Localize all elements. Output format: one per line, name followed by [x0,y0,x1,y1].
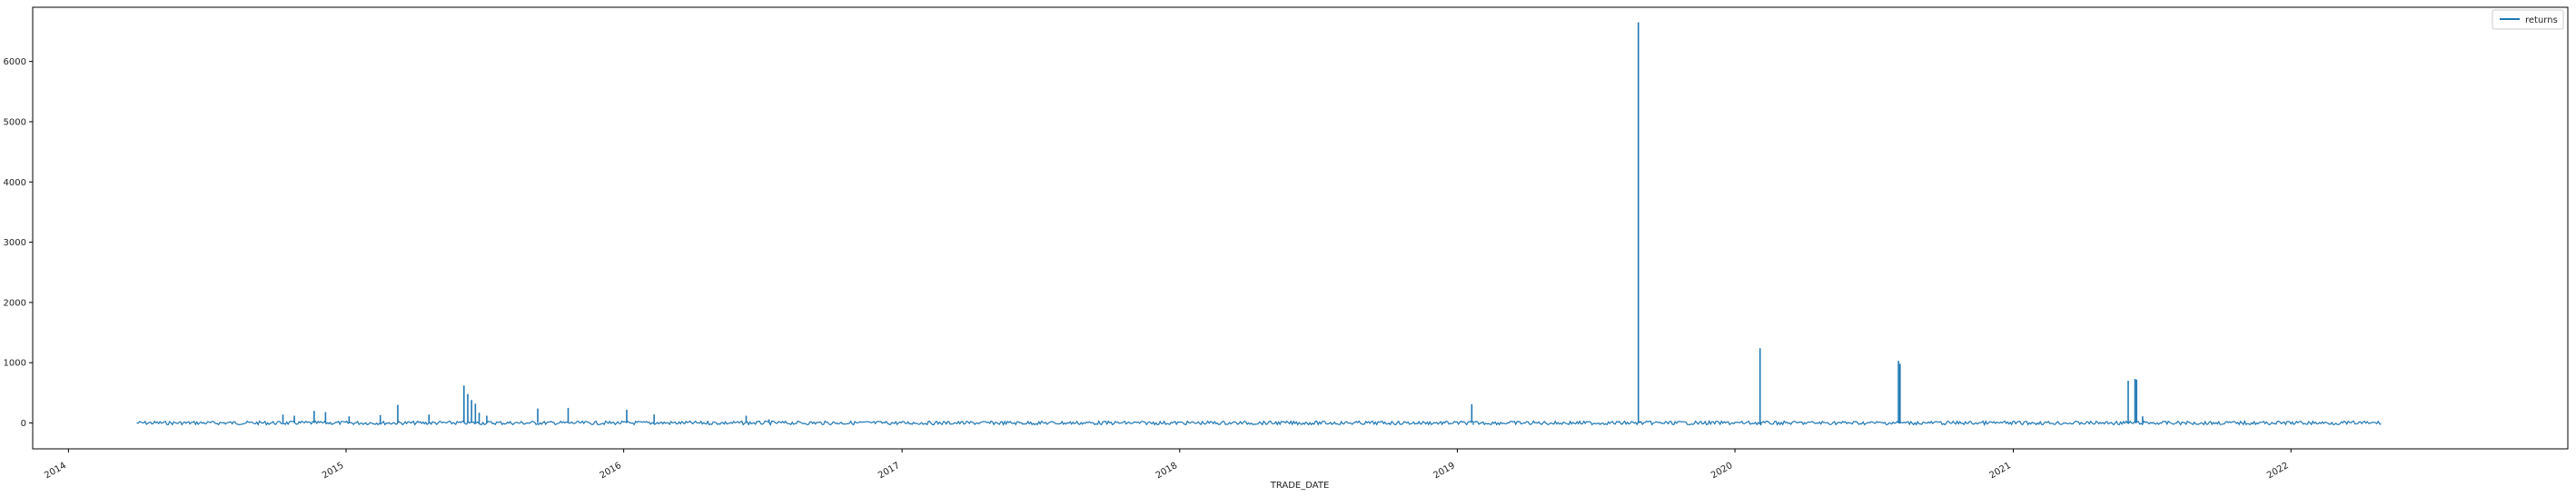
series-baseline [136,419,2382,427]
y-axis: 0 1000 2000 3000 4000 5000 6000 [4,57,33,429]
y-tick-label: 6000 [4,57,26,67]
legend-box [2492,9,2564,30]
y-tick-label: 1000 [4,359,26,369]
x-tick-label: 2018 [1154,461,1180,481]
x-axis: 2014 2015 2016 2017 2018 2019 2020 2021 2022 [43,449,2292,481]
y-tick-label: 0 [21,419,26,429]
x-tick-label: 2016 [599,461,624,481]
x-tick-label: 2014 [43,461,68,481]
x-tick-label: 2020 [1709,461,1735,481]
x-tick-label: 2019 [1432,461,1457,481]
y-tick-label: 5000 [4,117,26,127]
y-tick-label: 2000 [4,298,26,308]
x-tick-label: 2022 [2265,461,2291,481]
series-layer [135,22,2383,427]
x-tick-label: 2021 [1988,461,2014,481]
x-axis-label: TRADE_DATE [1270,481,1330,491]
legend: returns [2492,9,2564,30]
plot-area [32,6,2569,450]
y-tick-label: 4000 [4,178,26,188]
x-tick-label: 2017 [877,461,902,481]
x-tick-label: 2015 [321,461,346,481]
y-tick-label: 3000 [4,238,26,248]
legend-label: returns [2525,15,2558,25]
